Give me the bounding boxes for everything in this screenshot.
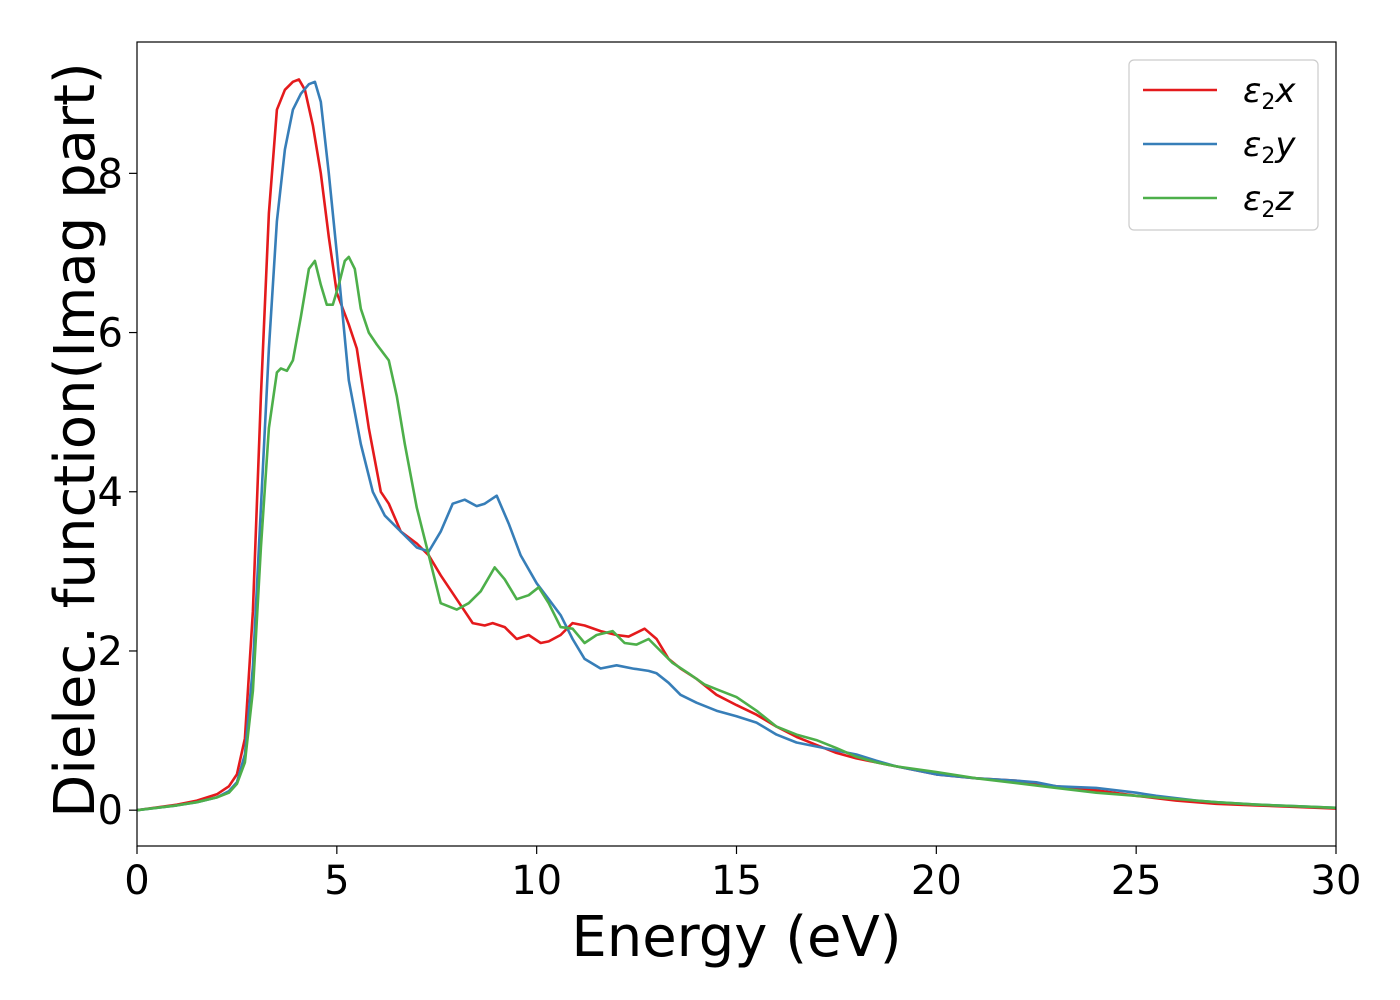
y-tick-label: 0 (98, 788, 123, 834)
legend-label-y: ε2y (1243, 125, 1296, 169)
x-axis-ticks: 0 5 10 15 20 25 30 (124, 846, 1361, 904)
y-tick-label: 2 (98, 629, 123, 675)
x-tick-label: 30 (1311, 858, 1362, 904)
y-axis-ticks: 0 2 4 6 8 (98, 151, 137, 834)
series-layer (136, 78, 1337, 812)
y-tick-label: 6 (98, 311, 123, 357)
x-tick-label: 5 (324, 858, 349, 904)
legend-label-z: ε2z (1243, 179, 1294, 223)
y-tick-label: 8 (98, 151, 123, 197)
x-tick-label: 15 (711, 858, 762, 904)
y-tick-label: 4 (98, 470, 123, 516)
legend-label-x: ε2x (1243, 71, 1296, 115)
x-tick-label: 20 (911, 858, 962, 904)
legend: ε2x ε2y ε2z (1128, 59, 1319, 231)
x-axis-label: Energy (eV) (571, 905, 901, 970)
y-axis-label: Dielec. function(Imag part) (43, 62, 108, 818)
x-tick-label: 10 (511, 858, 562, 904)
legend-box (1128, 59, 1319, 231)
series-line-z (136, 255, 1337, 812)
x-tick-label: 0 (124, 858, 149, 904)
x-tick-label: 25 (1111, 858, 1162, 904)
